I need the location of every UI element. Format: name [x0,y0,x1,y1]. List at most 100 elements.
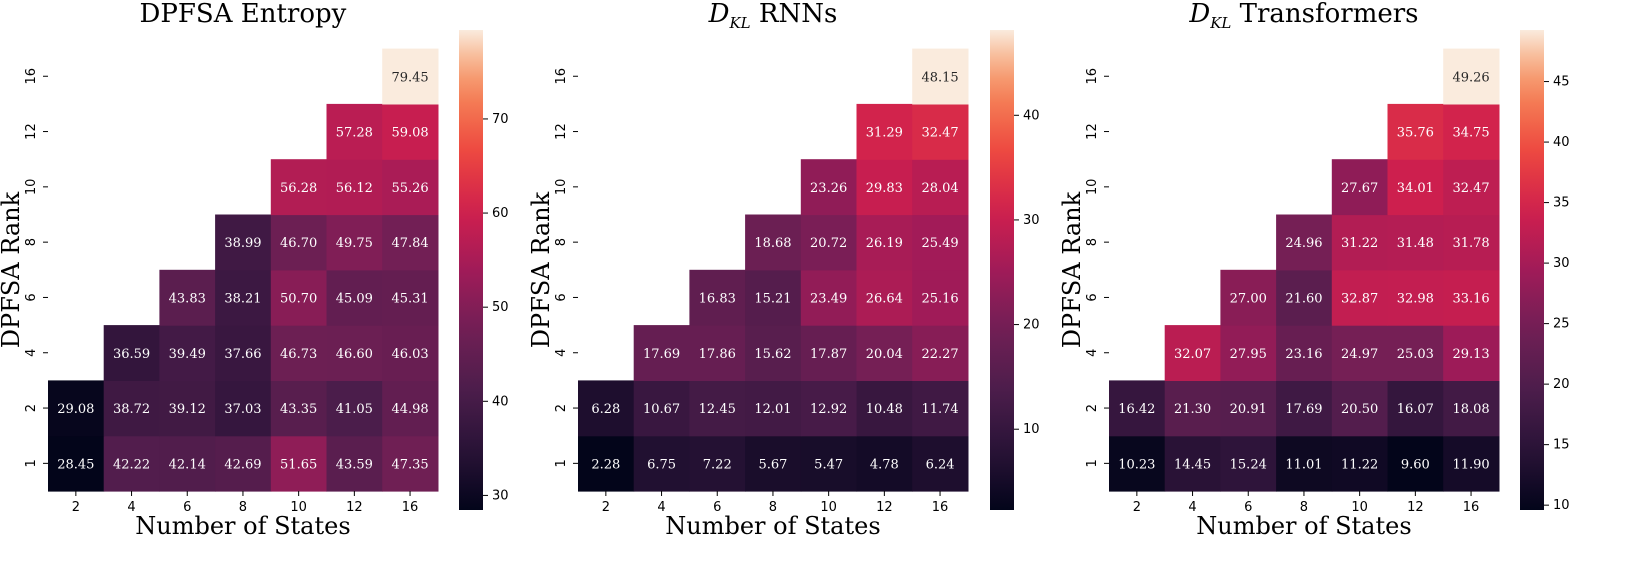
heatmap-cell [159,435,216,492]
cell-label: 38.72 [113,402,150,417]
heatmap-cell [382,48,439,105]
cell-label: 36.59 [113,347,150,362]
cell-label: 28.04 [921,181,958,196]
heatmap-cell [1276,269,1333,326]
x-tick-label: 10 [1351,500,1368,515]
heatmap-cell [382,380,439,437]
cell-label: 10.67 [643,402,680,417]
heatmap-cell [689,380,746,437]
cell-label: 44.98 [391,402,428,417]
x-tick-label: 16 [402,500,419,515]
x-axis-label: Number of States [665,512,880,540]
heatmap-cell [1443,435,1500,492]
cell-label: 24.97 [1341,347,1378,362]
cell-label: 20.50 [1341,402,1378,417]
colorbar-tick-label: 30 [1553,256,1570,271]
heatmap-cell [1443,159,1500,216]
heatmap-cell [1443,103,1500,160]
heatmap-cell [1443,269,1500,326]
heatmap-cell [326,435,383,492]
heatmap-cell [1443,214,1500,271]
cell-label: 20.91 [1230,402,1267,417]
cell-label: 27.00 [1230,291,1267,306]
heatmap-cell [912,159,969,216]
cell-label: 21.60 [1285,291,1322,306]
cell-label: 34.01 [1397,181,1434,196]
cell-label: 46.73 [280,347,317,362]
x-axis-label: Number of States [1196,512,1411,540]
colorbar-tick-label: 10 [1023,422,1040,437]
cell-label: 46.03 [391,347,428,362]
cell-label: 56.12 [336,181,373,196]
heatmap-cell [745,269,802,326]
heatmap-cell [215,325,272,381]
cell-label: 26.64 [866,291,903,306]
heatmap-cell [633,380,690,437]
heatmap-cell [326,214,383,271]
heatmap-cell [1220,269,1277,326]
cell-label: 11.01 [1285,457,1322,472]
cell-label: 32.07 [1174,347,1211,362]
cell-label: 38.99 [224,236,261,251]
cell-label: 50.70 [280,291,317,306]
heatmap-cell [1276,380,1333,437]
cell-label: 31.22 [1341,236,1378,251]
heatmap-cell [1331,325,1389,381]
heatmap-cell [48,435,105,492]
heatmap-cell [270,325,328,381]
cell-label: 14.45 [1174,457,1211,472]
x-axis-label: Number of States [135,512,350,540]
heatmap-cell [912,269,969,326]
cell-label: 6.24 [926,457,955,472]
x-tick-label: 6 [183,500,191,515]
y-tick-label: 16 [554,68,569,85]
cell-label: 6.75 [647,457,676,472]
cell-label: 45.09 [336,291,373,306]
heatmap-cell [578,380,635,437]
y-axis-label: DPFSA Rank [0,191,25,348]
heatmap-cell [1387,103,1444,160]
heatmap-cell [1109,380,1166,437]
heatmap-cell [1220,325,1277,381]
cell-label: 22.27 [921,347,958,362]
y-tick-label: 2 [24,404,39,412]
cell-label: 42.14 [169,457,206,472]
y-tick-label: 10 [1085,179,1100,196]
cell-label: 5.67 [758,457,787,472]
heatmap-cell [1331,435,1389,492]
y-tick-label: 4 [24,349,39,357]
heatmap-cell [1387,214,1444,271]
cell-label: 23.26 [810,181,847,196]
heatmap-cell [578,435,635,492]
cell-label: 16.42 [1118,402,1155,417]
y-tick-label: 1 [554,459,569,467]
y-tick-label: 8 [24,238,39,246]
cell-label: 16.83 [699,291,736,306]
heatmap-cell [159,269,216,326]
heatmap-cell [270,214,328,271]
heatmap-cell [215,435,272,492]
heatmap-cell [856,380,913,437]
x-tick-label: 8 [1300,500,1308,515]
heatmap-cell [382,269,439,326]
y-tick-label: 10 [554,179,569,196]
cell-label: 15.24 [1230,457,1267,472]
cell-label: 18.08 [1452,402,1489,417]
heatmap-cell [103,325,160,381]
cell-label: 43.83 [169,291,206,306]
heatmap-cell [1331,159,1389,216]
colorbar-tick-label: 50 [492,300,509,315]
heatmap-cell [382,159,439,216]
heatmap-cell [912,48,969,105]
heatmap-cell [103,380,160,437]
y-tick-label: 16 [24,68,39,85]
heatmap-cell [856,159,913,216]
colorbar-tick-label: 35 [1553,196,1570,211]
x-tick-label: 16 [1463,500,1480,515]
cell-label: 47.84 [391,236,428,251]
heatmap-cell [912,103,969,160]
heatmap-cell [856,214,913,271]
colorbar-tick-label: 30 [1023,213,1040,228]
cell-label: 23.49 [810,291,847,306]
cell-label: 47.35 [391,457,428,472]
